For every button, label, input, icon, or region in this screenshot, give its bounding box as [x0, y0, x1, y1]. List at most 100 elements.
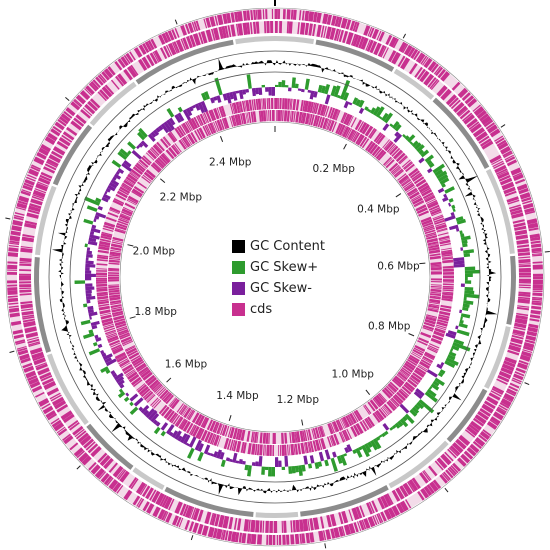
- gc-skew-positive: [127, 150, 132, 155]
- cds-feature: [530, 240, 541, 244]
- gc-skew-negative: [123, 160, 132, 168]
- cds-feature: [138, 44, 147, 55]
- cds-feature: [441, 251, 453, 256]
- cds-feature: [150, 38, 158, 49]
- cds-feature: [424, 227, 435, 233]
- cds-feature: [375, 133, 384, 144]
- gc-skew-negative: [143, 409, 150, 416]
- cds-feature: [367, 401, 376, 412]
- cds-feature: [182, 406, 189, 417]
- cds-feature: [286, 534, 290, 545]
- cds-feature: [161, 391, 170, 401]
- cds-feature: [423, 73, 435, 86]
- gc-skew-positive: [381, 432, 386, 438]
- cds-feature: [478, 434, 488, 443]
- gc-skew-positive: [464, 280, 472, 284]
- cds-feature: [103, 221, 116, 228]
- tick-label: 2.2 Mbp: [160, 191, 203, 203]
- gc-skew-negative: [309, 90, 315, 100]
- cds-feature: [288, 444, 291, 456]
- cds-feature: [378, 392, 388, 402]
- cds-feature: [187, 133, 196, 145]
- cds-feature: [367, 416, 375, 427]
- cds-feature: [60, 113, 71, 123]
- cds-feature: [532, 290, 543, 293]
- cds-feature: [421, 188, 433, 197]
- cds-feature: [96, 281, 108, 284]
- cds-feature: [398, 174, 409, 184]
- cds-feature: [387, 507, 396, 519]
- gc-skew-negative: [251, 462, 256, 466]
- cds-feature: [374, 147, 383, 158]
- cds-feature: [527, 222, 539, 229]
- gc-skew-negative: [185, 442, 190, 447]
- cds-feature: [167, 42, 177, 56]
- cds-feature: [308, 11, 315, 22]
- cds-feature: [178, 139, 187, 150]
- cds-feature: [129, 51, 136, 61]
- cds-feature: [401, 367, 412, 375]
- cds-feature: [286, 21, 290, 34]
- cds-feature: [117, 328, 129, 335]
- cds-feature: [118, 188, 129, 196]
- cds-feature: [251, 99, 255, 111]
- cds-feature: [131, 188, 143, 197]
- gc-skew-negative: [101, 196, 109, 203]
- cds-feature: [152, 144, 163, 155]
- cds-feature: [294, 431, 297, 443]
- cds-feature: [352, 132, 361, 143]
- cds-feature: [216, 423, 223, 435]
- cds-feature: [343, 524, 352, 536]
- cds-feature: [226, 438, 232, 450]
- cds-feature: [388, 50, 397, 63]
- guide-circle: [48, 50, 502, 504]
- cds-feature: [12, 329, 24, 335]
- cds-feature: [507, 199, 520, 205]
- gc-skew-negative: [242, 89, 247, 95]
- cds-feature: [497, 374, 510, 383]
- cds-feature: [442, 281, 454, 283]
- cds-feature: [328, 120, 335, 132]
- cds-feature: [124, 367, 135, 375]
- cds-feature: [265, 432, 269, 444]
- cds-feature: [165, 512, 173, 523]
- cds-feature: [235, 440, 242, 453]
- cds-feature: [109, 255, 121, 259]
- gc-skew-positive: [389, 426, 394, 431]
- cds-feature: [14, 212, 25, 216]
- cds-feature: [391, 489, 401, 502]
- cds-feature: [131, 356, 143, 365]
- cds-feature: [167, 30, 175, 41]
- cds-feature: [211, 434, 217, 445]
- tick-mark: [301, 419, 304, 426]
- cds-feature: [181, 123, 188, 135]
- gc-skew-negative: [85, 277, 92, 281]
- cds-feature: [187, 22, 195, 34]
- gc-skew-negative: [91, 324, 98, 330]
- cds-feature: [152, 51, 160, 63]
- cds-feature: [108, 479, 119, 490]
- cds-feature: [108, 285, 120, 289]
- gc-skew-positive: [187, 447, 195, 459]
- cds-feature: [304, 10, 310, 22]
- gc-skew-negative: [107, 184, 116, 192]
- cds-feature: [439, 474, 448, 484]
- cds-feature: [96, 283, 108, 287]
- cds-feature: [180, 405, 188, 416]
- cds-feature: [157, 157, 167, 167]
- contig-segment: [393, 68, 435, 100]
- cds-feature: [80, 108, 91, 119]
- cds-feature: [346, 428, 353, 440]
- cds-feature: [108, 257, 121, 261]
- gc-skew-positive: [460, 316, 463, 321]
- gc-skew-negative: [284, 455, 289, 467]
- gc-skew-positive: [355, 99, 362, 107]
- cds-feature: [216, 119, 223, 131]
- cds-feature: [335, 110, 341, 121]
- cds-feature: [348, 509, 354, 522]
- cds-feature: [38, 397, 50, 407]
- cds-feature: [511, 334, 524, 340]
- cds-feature: [108, 284, 120, 286]
- cds-feature: [45, 161, 58, 168]
- gc-skew-negative: [245, 88, 250, 93]
